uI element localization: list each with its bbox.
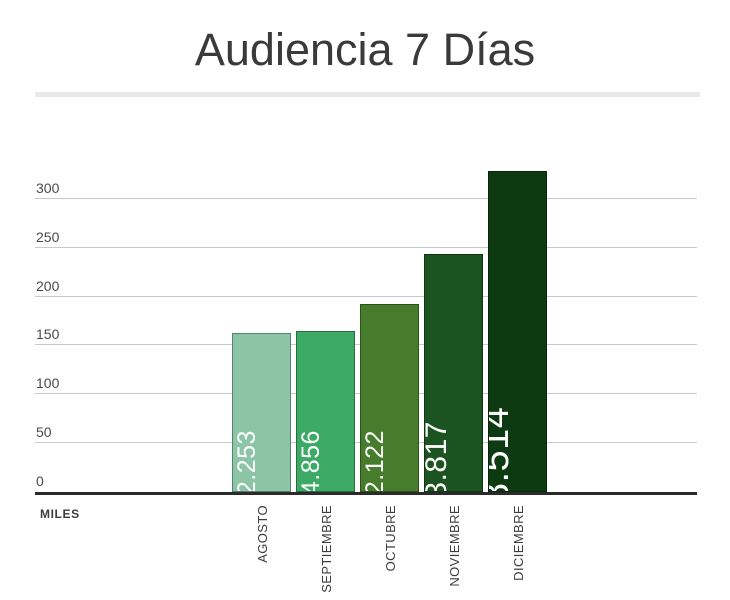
x-axis-label-septiembre: SEPTIEMBRE <box>318 505 334 593</box>
bar-value-label: 162.253 <box>232 430 261 492</box>
y-axis-tick-200: 200 <box>36 277 60 294</box>
y-axis-tick-150: 150 <box>36 326 60 343</box>
bar-agosto[interactable]: 162.253 <box>232 333 291 492</box>
chart-title: Audiencia 7 Días <box>194 24 536 75</box>
y-axis-tick-250: 250 <box>36 228 60 245</box>
bar-value-label: 164.856 <box>296 430 325 492</box>
bar-value-label: 243.817 <box>424 421 453 491</box>
title-divider <box>35 92 700 97</box>
y-axis-tick-100: 100 <box>36 375 60 392</box>
gridline <box>35 197 697 199</box>
x-axis-label-agosto: AGOSTO <box>254 505 270 563</box>
bar-octubre[interactable]: 192.122 <box>360 304 419 492</box>
bar-septiembre[interactable]: 164.856 <box>296 330 355 492</box>
y-axis-unit-label: MILES <box>40 507 80 521</box>
y-axis-tick-50: 50 <box>36 424 52 441</box>
x-axis-label-diciembre: DICIEMBRE <box>510 505 526 581</box>
x-axis-label-octubre: OCTUBRE <box>382 505 398 572</box>
bar-value-label: 192.122 <box>360 430 389 492</box>
x-axis-line <box>35 492 697 495</box>
x-axis-label-noviembre: NOVIEMBRE <box>446 505 462 587</box>
y-axis-tick-0: 0 <box>36 473 44 489</box>
bar-noviembre[interactable]: 243.817 <box>424 253 483 492</box>
y-axis-tick-300: 300 <box>36 179 60 196</box>
gridline <box>35 295 697 297</box>
gridline <box>35 246 697 248</box>
bar-diciembre[interactable]: 328.514 <box>488 170 547 492</box>
bar-value-label: 328.514 <box>488 406 517 491</box>
